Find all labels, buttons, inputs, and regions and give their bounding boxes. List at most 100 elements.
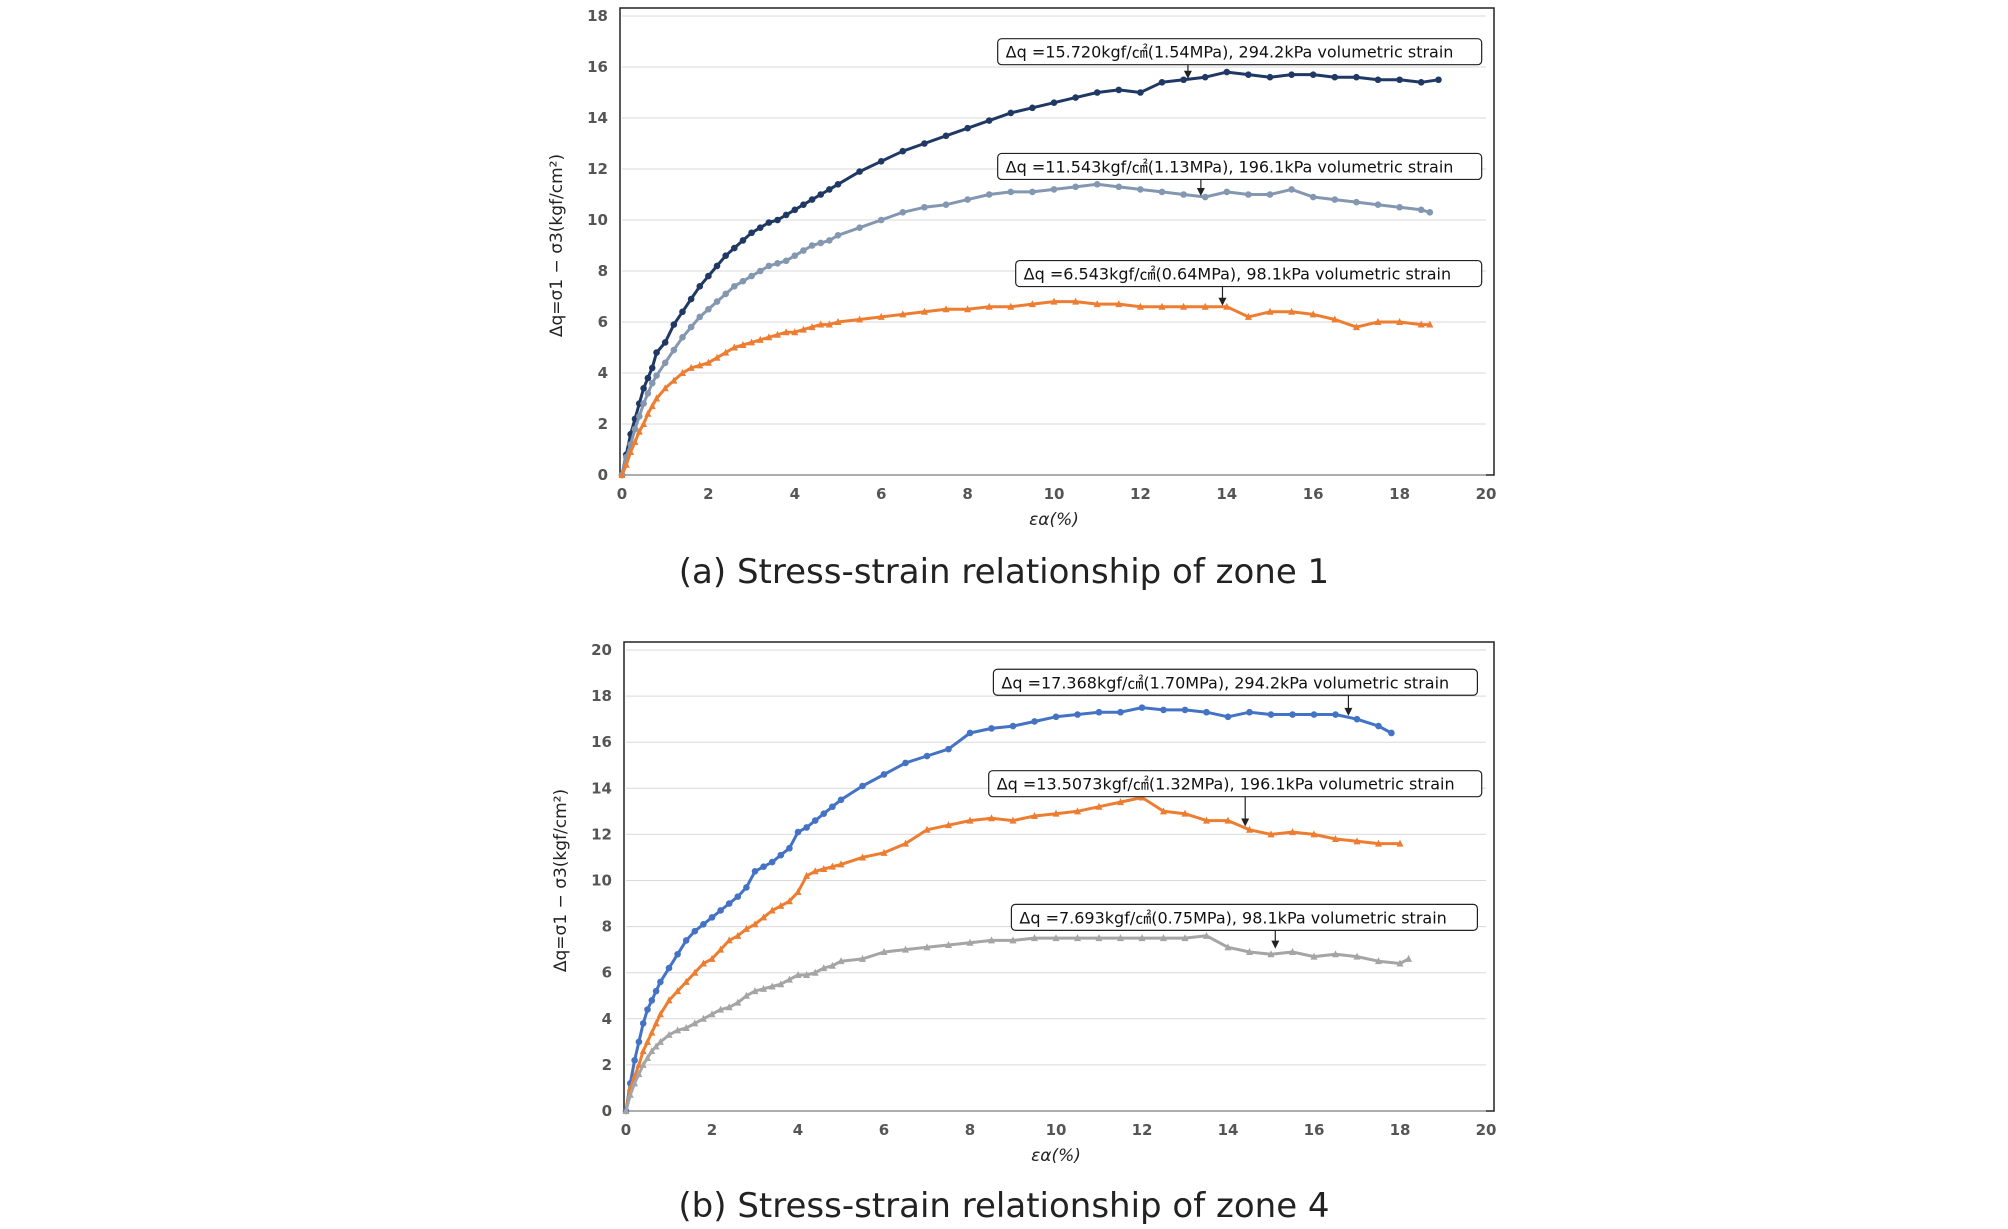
y-tick-label: 16 <box>591 733 612 751</box>
annotation-box <box>992 668 1479 696</box>
x-tick-label: 16 <box>1304 1121 1325 1139</box>
data-point <box>734 931 742 939</box>
data-point <box>1009 936 1017 944</box>
data-point <box>1031 811 1038 819</box>
data-point <box>682 937 690 944</box>
data-point <box>699 1014 707 1022</box>
data-point <box>837 860 845 868</box>
x-tick-label: 8 <box>965 1121 975 1139</box>
data-point <box>945 821 952 829</box>
annotation-text: Δq =17.368kgf/㎠(1.70MPa), 294.2kPa volum… <box>1001 673 1449 692</box>
data-point <box>964 124 971 132</box>
x-tick-label: 6 <box>879 1121 889 1139</box>
data-point <box>704 358 712 366</box>
data-point <box>1181 809 1189 817</box>
data-point <box>734 893 742 900</box>
annotation-arrow-head <box>1218 297 1227 306</box>
x-tick-label: 14 <box>1216 485 1237 503</box>
data-point <box>631 1079 639 1087</box>
data-point <box>618 471 626 478</box>
data-point <box>1405 954 1413 962</box>
y-axis-label: Δq=σ1 − σ3(kgf/cm²) <box>547 154 567 337</box>
data-point <box>648 997 656 1004</box>
y-tick-label: 18 <box>591 687 612 705</box>
data-point <box>902 759 909 767</box>
data-point <box>1201 302 1209 310</box>
data-point <box>811 968 819 976</box>
data-point <box>760 984 768 992</box>
data-point <box>648 1028 656 1036</box>
y-tick-label: 14 <box>587 109 608 127</box>
data-point <box>1396 959 1404 967</box>
data-point <box>1332 950 1339 958</box>
data-point <box>1309 310 1317 318</box>
data-point <box>748 272 755 280</box>
data-point <box>705 272 712 280</box>
data-point <box>1417 320 1425 328</box>
data-point <box>665 996 673 1004</box>
data-point <box>756 335 764 343</box>
data-point <box>856 315 864 323</box>
data-point <box>1160 807 1167 815</box>
data-point <box>1203 931 1210 939</box>
data-point <box>687 295 695 303</box>
data-point <box>713 353 721 361</box>
data-point <box>626 1090 634 1098</box>
data-point <box>682 977 690 985</box>
data-point <box>640 385 647 392</box>
data-point <box>1093 89 1101 96</box>
data-point <box>777 980 785 988</box>
annotation-text: Δq =13.5073kgf/㎠(1.32MPa), 196.1kPa volu… <box>997 775 1455 794</box>
data-point <box>644 374 652 382</box>
data-point <box>1310 952 1318 960</box>
data-point <box>942 132 950 140</box>
stress-strain-chart-zone-4: 0 2 4 6 8 10 12 14 16 18 20 0 2 4 6 8 10 12 14 16 18 20 εα(%) Δ… <box>551 641 1496 1166</box>
data-point <box>825 320 833 328</box>
data-point <box>644 1053 651 1061</box>
data-point <box>670 346 678 354</box>
data-point <box>820 964 828 972</box>
data-point <box>751 867 759 875</box>
data-point <box>799 325 807 333</box>
data-point <box>785 897 793 905</box>
data-point <box>1246 708 1253 716</box>
y-tick-label: 6 <box>602 964 612 982</box>
annotation-text: Δq =6.543kgf/㎠(0.64MPa), 98.1kPa volumet… <box>1024 265 1451 284</box>
data-point <box>1352 323 1360 331</box>
data-point <box>1266 307 1274 315</box>
data-point <box>1245 191 1252 198</box>
annotation-arrow-head <box>1196 188 1205 197</box>
data-point <box>1288 186 1295 193</box>
data-point <box>1074 711 1081 718</box>
data-point <box>717 1005 725 1013</box>
data-point <box>1115 300 1123 308</box>
data-point <box>635 413 643 420</box>
annotation-box <box>1010 903 1479 931</box>
y-tick-label: 0 <box>602 1102 612 1120</box>
data-point <box>635 1038 643 1046</box>
data-point <box>1417 206 1425 214</box>
data-point <box>800 201 807 208</box>
data-point <box>1160 934 1167 942</box>
data-point <box>859 853 866 861</box>
data-point <box>1309 193 1317 201</box>
x-axis-label: εα(%) <box>1031 1146 1081 1166</box>
x-tick-label: 8 <box>962 485 972 503</box>
data-point <box>768 982 776 990</box>
data-point <box>786 844 793 852</box>
data-point <box>648 402 656 410</box>
data-point <box>1267 950 1275 958</box>
data-point <box>1224 713 1232 721</box>
data-point <box>1374 318 1382 325</box>
series-line <box>624 934 1410 1112</box>
data-point <box>1029 188 1036 196</box>
data-point <box>687 323 695 331</box>
data-point <box>1203 816 1210 824</box>
data-point <box>731 283 738 290</box>
data-point <box>1136 302 1144 310</box>
data-point <box>1396 318 1404 325</box>
series-line <box>620 182 1431 476</box>
data-point <box>1289 828 1296 836</box>
data-point <box>1028 300 1036 308</box>
y-tick-label: 8 <box>598 262 608 280</box>
